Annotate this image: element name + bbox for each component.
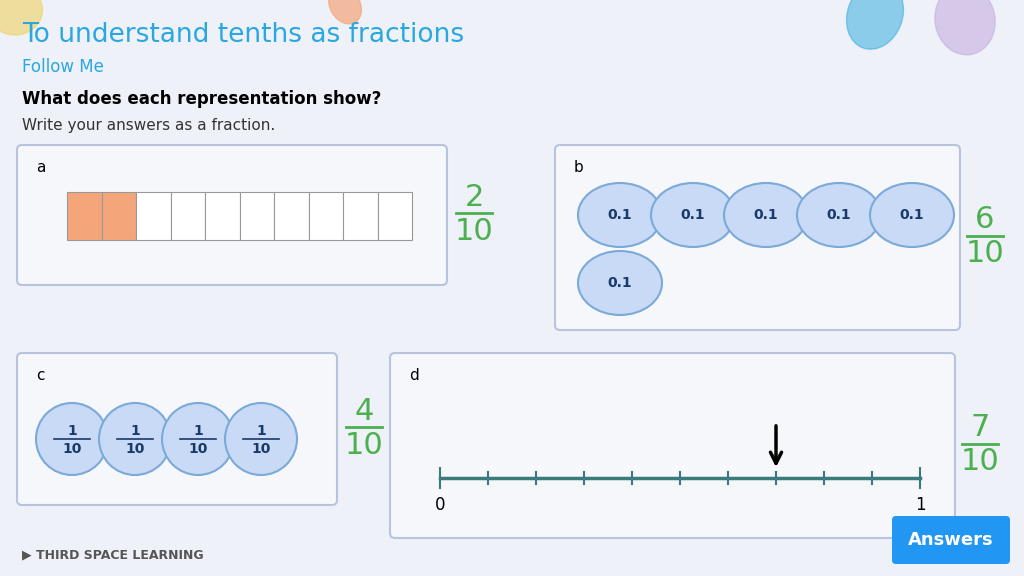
Text: 10: 10	[251, 442, 270, 456]
FancyBboxPatch shape	[17, 353, 337, 505]
Bar	[136, 192, 171, 240]
Ellipse shape	[578, 251, 662, 315]
FancyBboxPatch shape	[17, 145, 447, 285]
Text: b: b	[574, 160, 584, 175]
Ellipse shape	[935, 0, 995, 55]
Bar	[67, 192, 101, 240]
FancyBboxPatch shape	[555, 145, 961, 330]
Text: 10: 10	[62, 442, 82, 456]
Text: To understand tenths as fractions: To understand tenths as fractions	[22, 22, 464, 48]
Text: 2: 2	[464, 183, 483, 211]
Text: c: c	[36, 368, 44, 383]
Text: 1: 1	[194, 424, 203, 438]
FancyBboxPatch shape	[892, 516, 1010, 564]
Bar	[240, 192, 274, 240]
Text: 10: 10	[961, 447, 999, 476]
Ellipse shape	[99, 403, 171, 475]
Bar	[171, 192, 205, 240]
Text: a: a	[36, 160, 45, 175]
Text: 1: 1	[914, 496, 926, 514]
Ellipse shape	[578, 183, 662, 247]
Text: Follow Me: Follow Me	[22, 58, 103, 76]
Text: 0.1: 0.1	[754, 208, 778, 222]
Text: 0: 0	[435, 496, 445, 514]
Bar	[343, 192, 378, 240]
Text: 0.1: 0.1	[826, 208, 851, 222]
FancyBboxPatch shape	[390, 353, 955, 538]
Ellipse shape	[870, 183, 954, 247]
Text: 10: 10	[455, 217, 494, 245]
Text: 10: 10	[345, 430, 383, 460]
Text: 10: 10	[188, 442, 208, 456]
Text: Answers: Answers	[908, 531, 994, 549]
Bar	[378, 192, 412, 240]
Ellipse shape	[329, 0, 361, 24]
Text: 0.1: 0.1	[900, 208, 925, 222]
Text: 1: 1	[256, 424, 266, 438]
Text: 1: 1	[130, 424, 140, 438]
Bar	[101, 192, 136, 240]
Ellipse shape	[651, 183, 735, 247]
Text: Write your answers as a fraction.: Write your answers as a fraction.	[22, 118, 275, 133]
Ellipse shape	[797, 183, 881, 247]
Ellipse shape	[0, 0, 43, 35]
Ellipse shape	[225, 403, 297, 475]
Text: 10: 10	[966, 239, 1005, 268]
Text: 1: 1	[68, 424, 77, 438]
Text: 0.1: 0.1	[607, 208, 632, 222]
Text: 0.1: 0.1	[607, 276, 632, 290]
Bar	[205, 192, 240, 240]
Bar	[274, 192, 308, 240]
Text: 4: 4	[354, 396, 374, 426]
Text: 10: 10	[125, 442, 144, 456]
Text: 6: 6	[975, 205, 994, 234]
Ellipse shape	[847, 0, 903, 49]
Text: 7: 7	[971, 413, 989, 442]
Ellipse shape	[724, 183, 808, 247]
Text: What does each representation show?: What does each representation show?	[22, 90, 381, 108]
Ellipse shape	[162, 403, 234, 475]
Text: ▶ THIRD SPACE LEARNING: ▶ THIRD SPACE LEARNING	[22, 548, 204, 562]
Text: d: d	[409, 368, 419, 383]
Ellipse shape	[36, 403, 108, 475]
Text: 0.1: 0.1	[681, 208, 706, 222]
Bar	[308, 192, 343, 240]
